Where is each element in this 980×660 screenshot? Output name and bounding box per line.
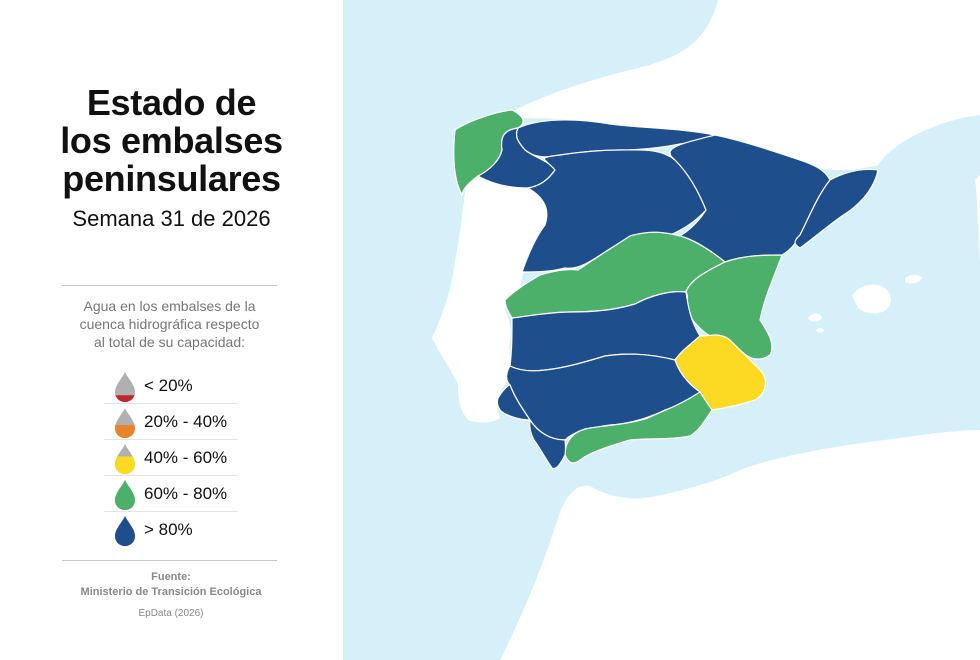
neighbor-land-formentera [816,328,824,333]
basins-layer [453,109,879,470]
water-level-fill [115,480,135,510]
week-subtitle: Semana 31 de 2026 [72,206,271,231]
basin-cuencas-mediterraneas-andaluzas [564,391,713,464]
title-line-3: peninsulares [62,158,281,200]
legend-label: 40% - 60% [144,448,228,467]
basin-cuencas-internas-cataluna [794,168,879,249]
legend-item: 40% - 60% [104,440,238,476]
water-level-fill [115,425,135,438]
basin-duero [521,149,707,273]
legend-description-line-2: cuenca hidrográfica respecto [79,316,260,332]
water-level-fill [115,516,135,546]
neighbor-land-france [500,0,980,171]
water-level-fill [115,456,135,474]
legend-item: > 80% [104,512,238,547]
title-line-1: Estado de [86,82,257,124]
page-title: Estado de los embalses peninsulares [0,84,343,198]
neighbor-land-mallorca [852,284,891,314]
water-drop-icon [115,372,135,402]
map-area [343,0,980,660]
neighbor-land-corsica [975,175,980,260]
neighbor-land-ibiza [808,313,822,322]
legend: < 20% 20% - 40% 40% - 60% 60% - 80% > 80% [104,368,238,547]
legend-item: 20% - 40% [104,404,238,440]
title-line-2: los embalses [60,120,283,162]
water-level-fill [115,395,135,402]
basin-map [343,0,980,660]
water-drop-icon [115,516,135,546]
divider-top [62,285,277,286]
source-heading: Fuente: [151,571,191,583]
source: Fuente: Ministerio de Transición Ecológi… [62,570,280,600]
credit: EpData (2026) [138,608,204,619]
legend-label: 20% - 40% [144,412,228,431]
legend-item: < 20% [104,368,238,404]
legend-label: > 80% [144,520,193,539]
divider-bottom [62,560,277,561]
basin-guadalete-barbate [529,419,567,470]
legend-description: Agua en los embalses de la cuenca hidrog… [62,297,277,351]
water-drop-icon [115,408,135,438]
legend-label: < 20% [144,376,193,395]
neighbor-land-portugal [432,178,549,423]
neighbor-land-africa [500,430,980,660]
legend-description-line-3: al total de su capacidad: [94,334,245,350]
neighbor-land-menorca [905,275,922,284]
legend-description-line-1: Agua en los embalses de la [83,298,256,314]
legend-label: 60% - 80% [144,484,228,503]
left-panel: Estado de los embalses peninsulares Sema… [0,0,343,660]
water-drop-icon [115,480,135,510]
legend-item: 60% - 80% [104,476,238,512]
source-name: Ministerio de Transición Ecológica [80,586,262,598]
water-drop-icon [115,444,135,474]
